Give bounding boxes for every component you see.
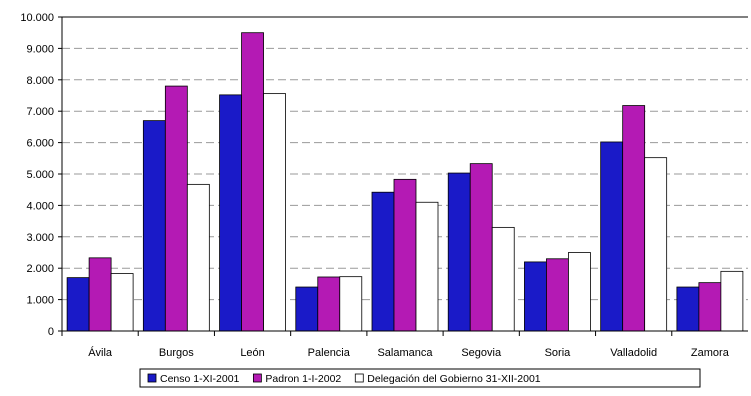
bar-2-8: [622, 105, 646, 332]
bar-1-5: [371, 191, 395, 332]
x-axis-tick-labels: Ávila Burgos León Palencia Salamanca Segovia S…: [88, 346, 730, 359]
x-tick-label: Burgos: [159, 347, 194, 359]
legend-label-2: Padron 1-I-2002: [265, 373, 341, 385]
y-tick-label: 4.000: [26, 200, 54, 212]
bars: [66, 32, 744, 332]
x-tick-label: Ávila: [88, 346, 113, 359]
y-axis-tick-labels: 0 1.000 2.000 3.000 4.000 5.000 6.000 7.000 8.00…: [20, 12, 54, 338]
y-tick-label: 6.000: [26, 138, 54, 150]
legend-label-1: Censo 1-XI-2001: [160, 373, 240, 385]
x-tick-label: León: [240, 347, 264, 359]
bar-3-7: [568, 252, 591, 332]
y-tick-label: 3.000: [26, 232, 54, 244]
bar-1-6: [447, 172, 471, 332]
bar-1-4: [295, 286, 319, 332]
bar-3-1: [110, 273, 134, 332]
bar-2-6: [469, 163, 493, 332]
bar-3-8: [644, 157, 668, 332]
bar-1-7: [524, 261, 547, 332]
bar-1-2: [142, 120, 166, 332]
bar-1-1: [66, 277, 90, 332]
bar-1-3: [219, 94, 242, 332]
x-tick-label: Soria: [545, 347, 572, 359]
legend-swatch-1: [147, 373, 157, 383]
y-tick-label: 7.000: [26, 106, 54, 118]
bar-3-6: [491, 226, 515, 332]
legend-box: [139, 368, 701, 388]
bar-2-4: [317, 276, 341, 332]
bar-3-9: [720, 270, 744, 332]
bar-3-5: [415, 201, 439, 332]
y-tick-label: 9.000: [26, 43, 54, 55]
bar-2-3: [241, 32, 264, 332]
x-tick-label: Valladolid: [610, 347, 657, 359]
bar-3-2: [186, 183, 210, 332]
x-tick-label: Salamanca: [377, 347, 433, 359]
axes: [58, 16, 748, 336]
legend-label-3: Delegación del Gobierno 31-XII-2001: [367, 373, 541, 385]
y-tick-label: 2.000: [26, 263, 54, 275]
bar-3-4: [339, 276, 363, 332]
legend-swatch-3: [354, 373, 364, 383]
bar-1-9: [676, 286, 700, 332]
bar-3-3: [263, 93, 286, 332]
bar-2-7: [546, 258, 569, 332]
y-tick-label: 0: [48, 326, 54, 338]
y-tick-label: 8.000: [26, 75, 54, 87]
x-tick-label: Segovia: [461, 347, 502, 359]
y-tick-label: 1.000: [26, 295, 54, 307]
legend-swatch-2: [252, 373, 262, 383]
bar-1-8: [600, 141, 624, 332]
bar-2-2: [164, 85, 188, 332]
bar-2-1: [88, 257, 112, 332]
y-tick-label: 5.000: [26, 169, 54, 181]
legend: Censo 1-XI-2001 Padron 1-I-2002 Delegación…: [139, 368, 701, 388]
y-tick-label: 10.000: [20, 12, 54, 24]
bar-2-9: [698, 282, 722, 332]
bar-2-5: [393, 178, 417, 332]
x-tick-label: Zamora: [691, 347, 730, 359]
x-tick-label: Palencia: [308, 347, 351, 359]
